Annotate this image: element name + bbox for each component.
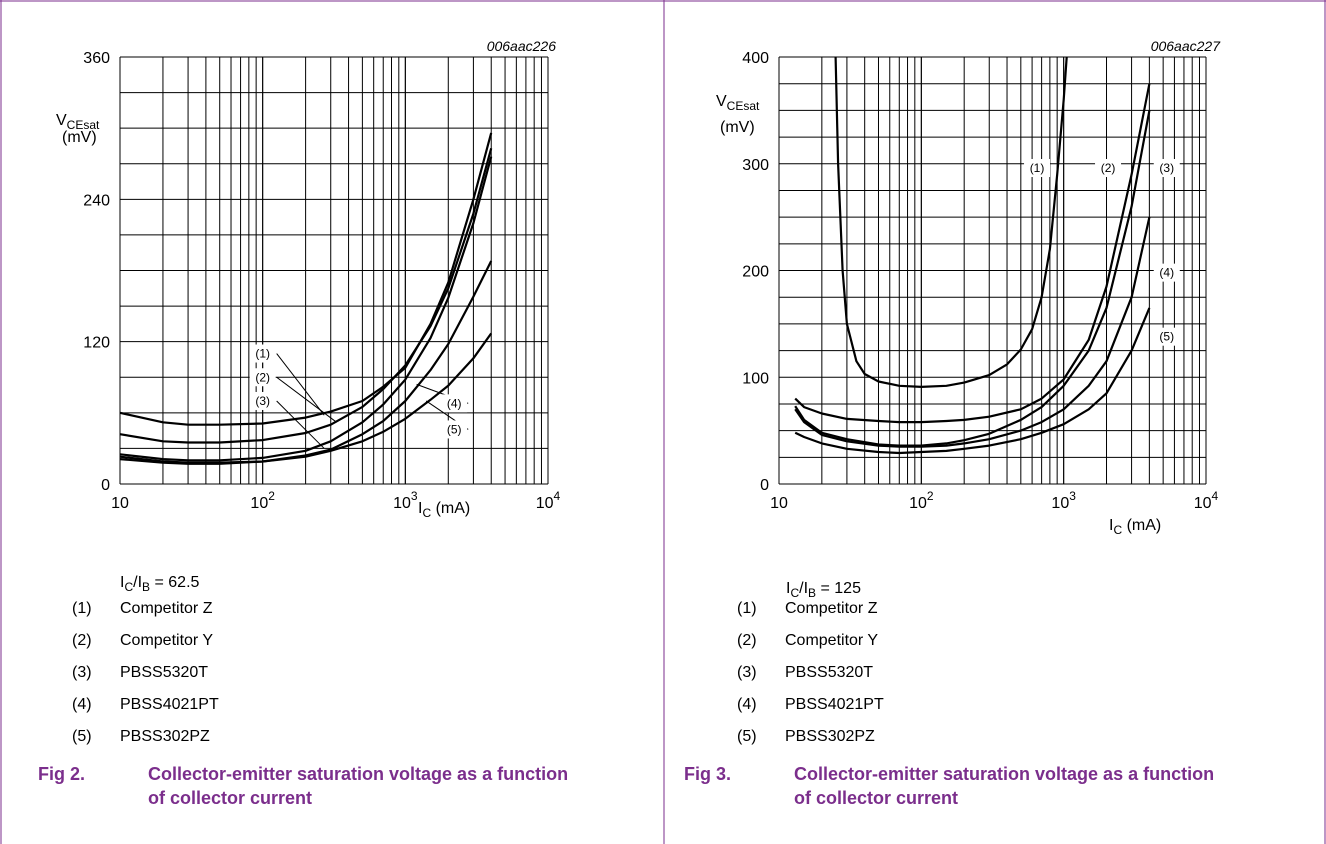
figure-caption: Fig 2. Collector-emitter saturation volt… — [38, 762, 638, 822]
curve-label-bg — [1095, 159, 1122, 178]
curve-leader-line — [276, 400, 325, 449]
curve-label: (5) — [447, 422, 462, 436]
curve-label: (1) — [1030, 161, 1045, 175]
x-tick-label: 104 — [536, 489, 561, 512]
curve-label-bg — [1153, 159, 1180, 178]
y-tick-label: 120 — [83, 335, 110, 352]
test-condition: IC/IB = 62.5 — [120, 574, 200, 595]
legend-item: (4) PBSS4021PT — [72, 696, 219, 713]
curve-label: (4) — [447, 396, 462, 410]
y-axis-label: VCEsat — [56, 112, 100, 132]
chart-fig3: 006aac227 VCEsat (mV) IC (mA) 0 100 200 300… — [716, 38, 1222, 537]
y-tick-label: 0 — [101, 477, 110, 494]
figure-panel-left: 006aac226 VCEsat (mV) IC (mA) 0 120 240 360… — [38, 38, 638, 822]
y-tick-label: 240 — [83, 192, 110, 209]
curve-label-bg — [249, 391, 276, 410]
curve-label: (2) — [1101, 161, 1116, 175]
x-tick-label: 103 — [393, 489, 418, 512]
test-condition: IC/IB = 125 — [786, 580, 861, 601]
legend-item: (2) Competitor Y — [72, 632, 214, 649]
legend-item: (2) Competitor Y — [737, 632, 879, 649]
series-line-2 — [119, 148, 493, 444]
curve-label: (2) — [255, 370, 270, 384]
figure-panel-right: 006aac227 VCEsat (mV) IC (mA) 0 100 200 300… — [664, 0, 1326, 844]
y-tick-label: 360 — [83, 50, 110, 67]
curve-label: (3) — [1159, 161, 1174, 175]
series-line-3 — [119, 156, 493, 462]
figure-number: Fig 2. — [38, 764, 86, 784]
y-tick-label: 100 — [742, 370, 769, 387]
curve-label-bg — [441, 394, 468, 413]
x-axis-label: IC (mA) — [1109, 517, 1161, 537]
figure-title: Collector-emitter saturation voltage as … — [794, 764, 1215, 808]
y-tick-label: 200 — [742, 264, 769, 281]
curve-label: (3) — [255, 394, 270, 408]
series-line-1 — [834, 56, 1068, 388]
figure-id: 006aac227 — [1151, 38, 1222, 54]
y-tick-label: 0 — [760, 477, 769, 494]
series-line-4 — [794, 216, 1151, 448]
series-line-2 — [794, 83, 1151, 424]
chart-fig2: 006aac226 VCEsat (mV) IC (mA) 0 120 240 360… — [56, 38, 561, 520]
legend-item: (1) Competitor Z — [737, 600, 878, 617]
legend-item: (1) Competitor Z — [72, 600, 213, 617]
curve-leader-line — [276, 353, 325, 416]
curve-label-bg — [249, 368, 276, 387]
curve-label: (1) — [255, 347, 270, 361]
series-line-3 — [794, 110, 1151, 447]
x-axis-label: IC (mA) — [418, 500, 470, 520]
y-axis-unit: (mV) — [720, 119, 755, 136]
curve-label-bg — [441, 420, 468, 439]
x-tick-label: 102 — [909, 489, 934, 512]
curve-label-bg — [1024, 159, 1051, 178]
series-line-4 — [119, 260, 493, 464]
curve-label-bg — [1153, 263, 1180, 282]
legend-item: (4) PBSS4021PT — [737, 696, 884, 713]
curve-label: (5) — [1159, 330, 1174, 344]
curve-leader-line — [276, 376, 337, 423]
legend-item: (3) PBSS5320T — [737, 664, 874, 681]
x-tick-label: 102 — [250, 489, 275, 512]
legend-item: (5) PBSS302PZ — [737, 728, 875, 745]
y-axis-label: VCEsat — [716, 93, 760, 113]
x-tick-label: 104 — [1194, 489, 1219, 512]
series-line-1 — [119, 132, 493, 426]
figure-number: Fig 3. — [684, 764, 732, 784]
curve-label: (4) — [1159, 266, 1174, 280]
legend-item: (3) PBSS5320T — [72, 664, 209, 681]
y-axis-unit: (mV) — [62, 129, 97, 146]
x-tick-label: 10 — [111, 495, 129, 512]
curve-label-bg — [1153, 327, 1180, 346]
legend-item: (5) PBSS302PZ — [72, 728, 210, 745]
series-line-5 — [119, 332, 493, 465]
y-tick-label: 400 — [742, 50, 769, 67]
figure-id: 006aac226 — [487, 38, 557, 54]
figure-caption: Fig 3. Collector-emitter saturation volt… — [684, 762, 1284, 822]
y-tick-label: 300 — [742, 157, 769, 174]
curve-label-bg — [249, 344, 276, 363]
x-tick-label: 103 — [1051, 489, 1076, 512]
series-line-5 — [794, 307, 1151, 455]
x-tick-label: 10 — [770, 495, 788, 512]
figure-title: Collector-emitter saturation voltage as … — [148, 764, 569, 808]
